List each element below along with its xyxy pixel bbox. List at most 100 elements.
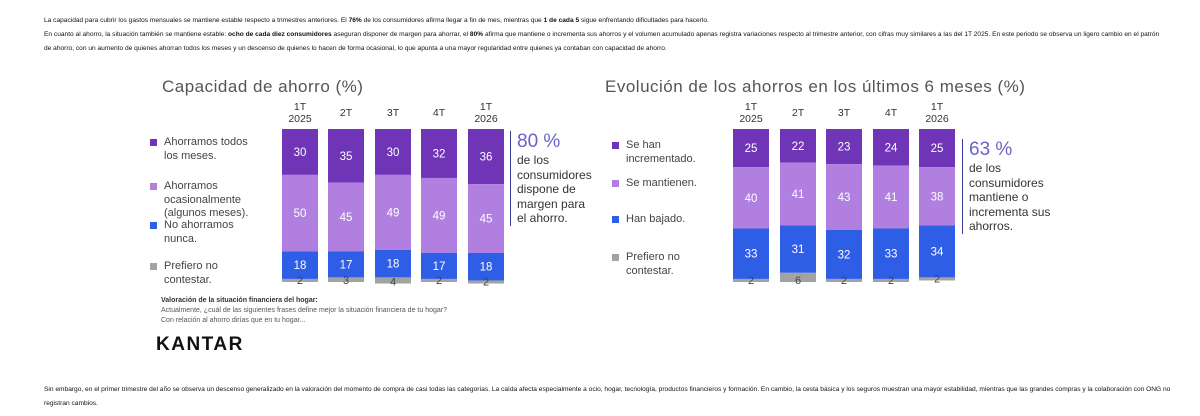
legend-label: Se han incrementado. — [626, 139, 696, 165]
data-label: 31 — [792, 244, 805, 256]
legend-item: Se mantienen. — [612, 177, 697, 191]
legend-swatch — [612, 142, 619, 149]
bar-segment — [421, 252, 457, 279]
callout: 80 % de los consumidores dispone de margen p… — [510, 131, 592, 226]
bar-segment — [919, 167, 955, 226]
bar-segment — [873, 278, 909, 282]
data-label: 30 — [387, 147, 400, 159]
intro-paragraph-2: En cuanto al ahorro, la situación tambié… — [44, 28, 1164, 56]
data-label: 2 — [841, 275, 847, 287]
data-label: 18 — [480, 262, 493, 274]
bar-segment — [375, 174, 411, 250]
legend-swatch — [150, 183, 157, 190]
category-label: 1T 2026 — [925, 101, 949, 125]
bar-segment — [919, 129, 955, 168]
category-label: 1T 2025 — [739, 101, 763, 125]
text: La capacidad para cubrir los gastos mens… — [44, 17, 349, 24]
intro-paragraph-1: La capacidad para cubrir los gastos mens… — [44, 14, 1164, 28]
closing-paragraph: Sin embargo, en el primer trimestre del … — [44, 386, 1171, 407]
data-label: 34 — [931, 246, 944, 258]
bar-segment — [826, 229, 862, 279]
bar-segment — [375, 249, 411, 278]
bar-segment — [733, 228, 769, 279]
data-label: 43 — [838, 192, 851, 204]
bar-segment — [780, 225, 816, 273]
footnote-title: Valoración de la situación financiera de… — [161, 297, 318, 304]
bar-segment — [780, 162, 816, 226]
bar-segment — [375, 129, 411, 175]
bar-segment — [826, 164, 862, 230]
legend-item: No ahorramos nunca. — [150, 219, 234, 246]
data-label: 38 — [931, 191, 944, 203]
bar-segment — [780, 272, 816, 282]
legend-swatch — [150, 139, 157, 146]
bar-segment — [328, 277, 364, 282]
data-label: 49 — [387, 207, 400, 219]
category-label: 3T — [838, 107, 851, 119]
highlight: ocho de cada diez consumidores — [228, 31, 332, 38]
bar-segment — [826, 129, 862, 165]
kantar-logo: KANTAR — [156, 334, 244, 355]
highlight: 80% — [469, 31, 484, 38]
bar-segment — [780, 129, 816, 163]
bar-segment — [468, 252, 504, 281]
legend-label: Ahorramos todos los meses. — [164, 136, 248, 162]
text: En cuanto al ahorro, la situación tambié… — [44, 31, 229, 38]
legend-label: Prefiero no contestar. — [164, 260, 218, 286]
legend-swatch — [150, 222, 157, 229]
data-label: 45 — [480, 214, 493, 226]
data-label: 33 — [745, 249, 758, 261]
callout: 63 % de los consumidores mantiene o incremen… — [962, 139, 1050, 234]
legend-item: Han bajado. — [612, 213, 685, 227]
text: aseguran disponer de margen para ahorrar… — [331, 31, 470, 38]
bar-segment — [733, 167, 769, 229]
data-label: 18 — [387, 259, 400, 271]
bar-segment — [421, 177, 457, 253]
category-label: 1T 2026 — [474, 101, 498, 125]
data-label: 2 — [748, 275, 754, 287]
category-label: 1T 2025 — [288, 101, 312, 125]
bar-segment — [421, 278, 457, 282]
bar-segment — [282, 174, 318, 252]
bar-segment — [826, 278, 862, 282]
data-label: 3 — [343, 275, 349, 287]
bar-segment — [733, 278, 769, 282]
data-label: 24 — [885, 142, 898, 154]
data-label: 35 — [340, 151, 353, 163]
bar-segment — [468, 129, 504, 185]
legend-item: Ahorramos ocasionalmente (algunos meses). — [150, 180, 248, 221]
data-label: 2 — [934, 273, 940, 285]
data-label: 17 — [433, 261, 446, 273]
bar-segment — [282, 278, 318, 282]
legend-item: Se han incrementado. — [612, 139, 696, 166]
bar-segment — [468, 184, 504, 253]
footnote-question: Actualmente, ¿cuál de las siguientes fra… — [161, 307, 447, 314]
bar-segment — [328, 251, 364, 278]
legend-item: Ahorramos todos los meses. — [150, 136, 248, 163]
legend-swatch — [612, 216, 619, 223]
bar-segment — [421, 129, 457, 178]
data-label: 50 — [294, 208, 307, 220]
legend-swatch — [612, 254, 619, 261]
category-label: 4T — [885, 107, 898, 119]
bar-segment — [282, 251, 318, 279]
text: sigue enfrentando dificultades para hace… — [579, 17, 709, 24]
bar-segment — [919, 277, 955, 281]
bar-segment — [468, 280, 504, 284]
legend-label: Ahorramos ocasionalmente (algunos meses). — [164, 180, 249, 219]
callout-value: 63 % — [969, 139, 1013, 160]
data-label: 40 — [745, 193, 758, 205]
category-label: 4T — [433, 107, 446, 119]
bar-segment — [873, 129, 909, 166]
data-label: 2 — [888, 275, 894, 287]
legend-label: Prefiero no contestar. — [626, 251, 680, 277]
data-label: 33 — [885, 249, 898, 261]
legend-swatch — [150, 263, 157, 270]
legend-item: Prefiero no contestar. — [150, 260, 218, 287]
legend-label: Han bajado. — [626, 213, 686, 225]
data-label: 2 — [436, 275, 442, 287]
category-label: 2T — [792, 107, 805, 119]
text: de los consumidores afirma llegar a fin … — [361, 17, 544, 24]
data-label: 49 — [433, 210, 446, 222]
